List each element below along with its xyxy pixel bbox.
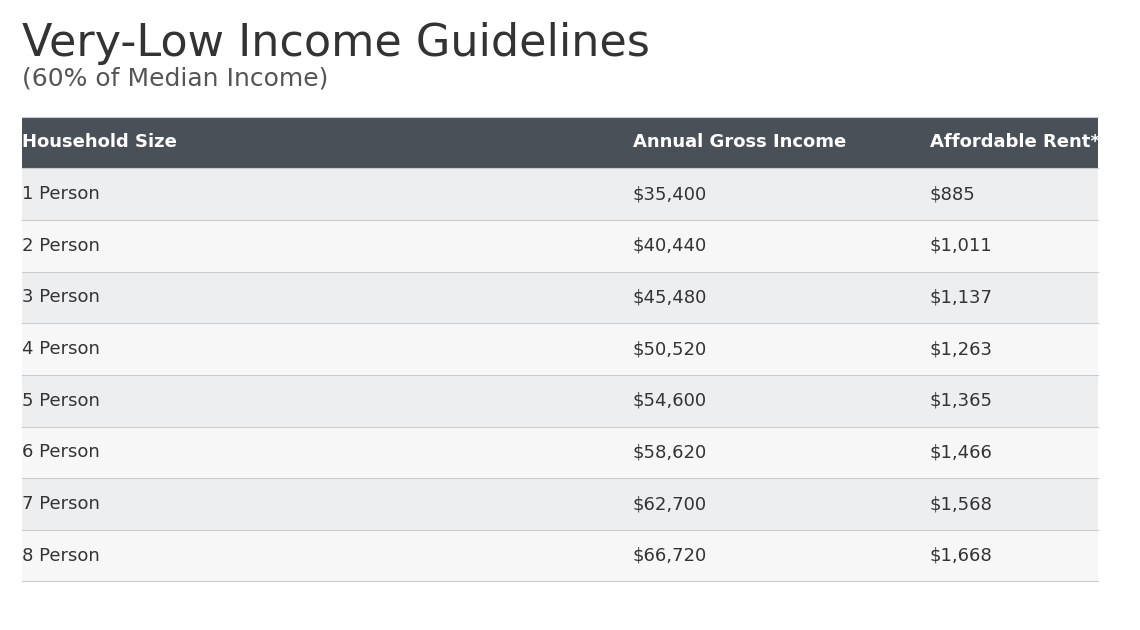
Text: $885: $885 <box>930 185 976 203</box>
Text: 4 Person: 4 Person <box>23 340 100 358</box>
Text: $66,720: $66,720 <box>633 547 707 564</box>
FancyBboxPatch shape <box>23 375 1098 427</box>
FancyBboxPatch shape <box>23 427 1098 478</box>
FancyBboxPatch shape <box>23 323 1098 375</box>
FancyBboxPatch shape <box>23 220 1098 272</box>
Text: Annual Gross Income: Annual Gross Income <box>633 134 846 151</box>
Text: $40,440: $40,440 <box>633 237 707 255</box>
Text: $1,668: $1,668 <box>930 547 993 564</box>
FancyBboxPatch shape <box>23 530 1098 581</box>
Text: 7 Person: 7 Person <box>23 495 100 513</box>
Text: 8 Person: 8 Person <box>23 547 100 564</box>
Text: $1,011: $1,011 <box>930 237 993 255</box>
Text: $62,700: $62,700 <box>633 495 707 513</box>
Text: (60% of Median Income): (60% of Median Income) <box>23 66 328 90</box>
Text: $54,600: $54,600 <box>633 392 707 410</box>
Text: Affordable Rent*: Affordable Rent* <box>930 134 1100 151</box>
Text: $1,263: $1,263 <box>930 340 993 358</box>
Text: $1,568: $1,568 <box>930 495 993 513</box>
Text: 1 Person: 1 Person <box>23 185 100 203</box>
Text: 2 Person: 2 Person <box>23 237 100 255</box>
Text: 3 Person: 3 Person <box>23 289 100 306</box>
Text: $35,400: $35,400 <box>633 185 707 203</box>
Text: 5 Person: 5 Person <box>23 392 100 410</box>
FancyBboxPatch shape <box>23 478 1098 530</box>
Text: $1,466: $1,466 <box>930 444 993 461</box>
FancyBboxPatch shape <box>23 168 1098 220</box>
Text: $50,520: $50,520 <box>633 340 707 358</box>
FancyBboxPatch shape <box>23 272 1098 323</box>
Text: Very-Low Income Guidelines: Very-Low Income Guidelines <box>23 22 650 65</box>
Text: $1,137: $1,137 <box>930 289 993 306</box>
FancyBboxPatch shape <box>23 117 1098 168</box>
Text: Household Size: Household Size <box>23 134 178 151</box>
Text: $45,480: $45,480 <box>633 289 707 306</box>
Text: $58,620: $58,620 <box>633 444 707 461</box>
Text: $1,365: $1,365 <box>930 392 993 410</box>
Text: 6 Person: 6 Person <box>23 444 100 461</box>
